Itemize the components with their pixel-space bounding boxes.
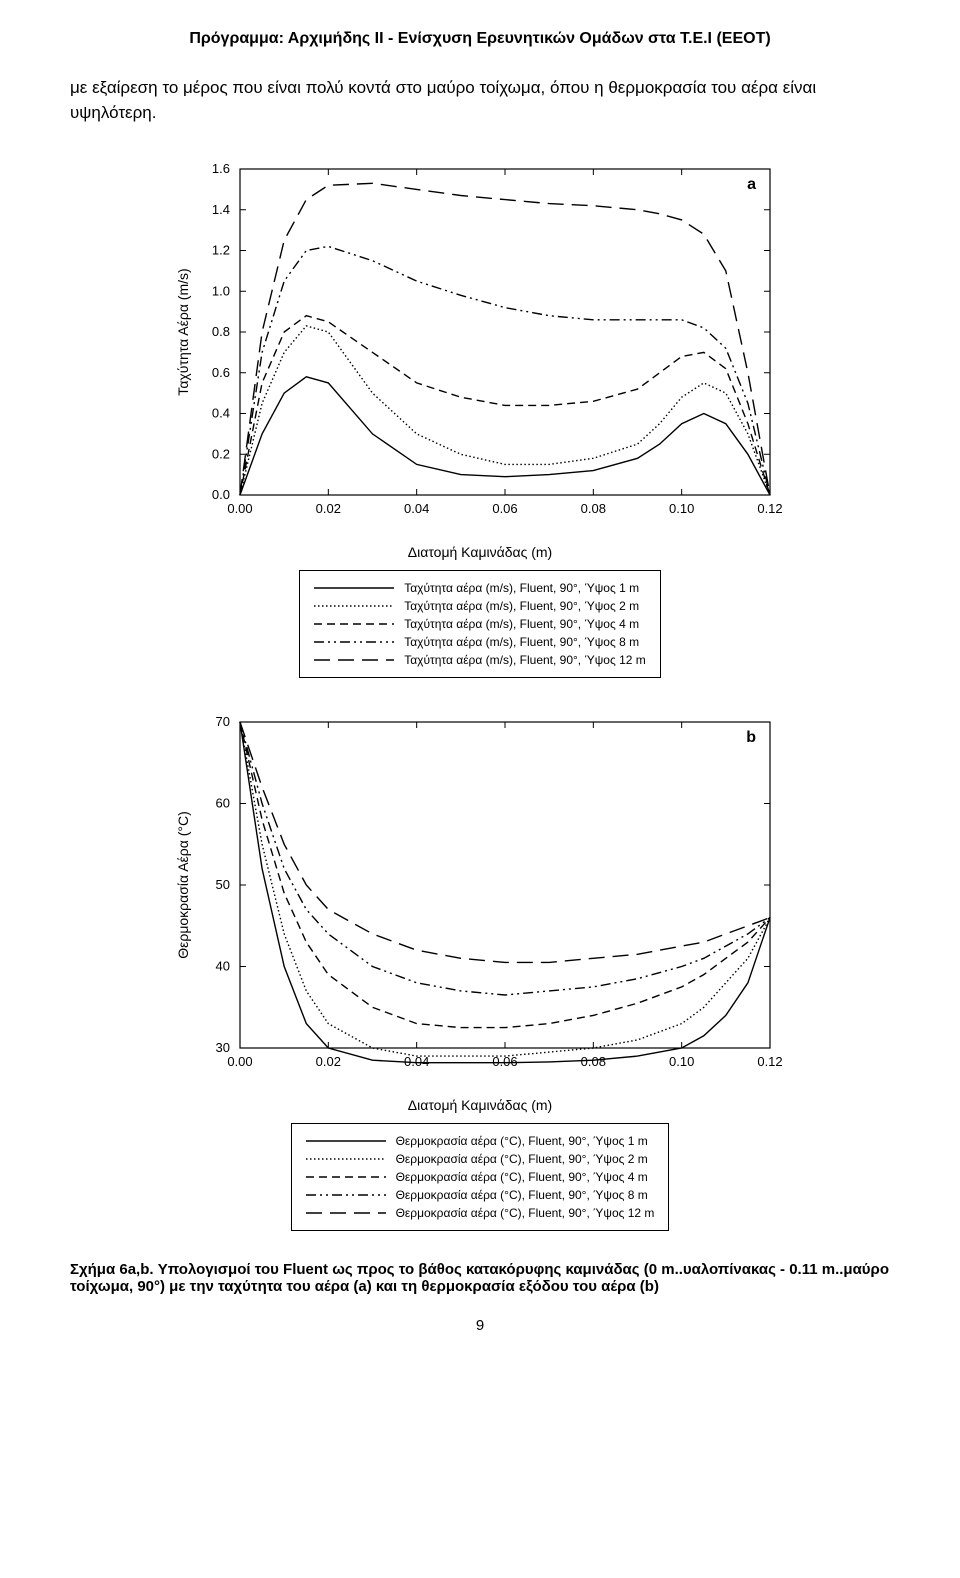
legend-label: Θερμοκρασία αέρα (°C), Fluent, 90°, Ύψος… [396,1170,648,1184]
svg-text:0.00: 0.00 [227,1054,252,1069]
svg-text:Ταχύτητα Αέρα (m/s): Ταχύτητα Αέρα (m/s) [175,269,191,396]
svg-text:b: b [746,729,756,746]
body-paragraph: με εξαίρεση το μέρος που είναι πολύ κοντ… [70,76,890,125]
svg-text:0.04: 0.04 [404,501,429,516]
legend-label: Θερμοκρασία αέρα (°C), Fluent, 90°, Ύψος… [396,1134,648,1148]
legend-row: Ταχύτητα αέρα (m/s), Fluent, 90°, Ύψος 4… [314,615,646,633]
svg-text:0.02: 0.02 [316,1054,341,1069]
legend-label: Θερμοκρασία αέρα (°C), Fluent, 90°, Ύψος… [396,1188,648,1202]
legend-label: Ταχύτητα αέρα (m/s), Fluent, 90°, Ύψος 1… [404,581,639,595]
page-root: Πρόγραμμα: Αρχιμήδης ΙΙ - Ενίσχυση Ερευν… [0,0,960,1374]
svg-text:0.12: 0.12 [757,1054,782,1069]
svg-text:1.0: 1.0 [212,284,230,299]
legend-row: Ταχύτητα αέρα (m/s), Fluent, 90°, Ύψος 2… [314,597,646,615]
chart-b-container: 0.000.020.040.060.080.100.123040506070Θε… [70,708,890,1231]
legend-label: Ταχύτητα αέρα (m/s), Fluent, 90°, Ύψος 2… [404,599,639,613]
chart-b-legend: Θερμοκρασία αέρα (°C), Fluent, 90°, Ύψος… [291,1123,670,1231]
program-header: Πρόγραμμα: Αρχιμήδης ΙΙ - Ενίσχυση Ερευν… [70,30,890,48]
chart-a-xlabel: Διατομή Καμινάδας (m) [408,544,552,560]
page-number: 9 [70,1317,890,1334]
svg-text:0.4: 0.4 [212,406,230,421]
svg-text:1.6: 1.6 [212,161,230,176]
svg-text:0.10: 0.10 [669,501,694,516]
legend-row: Θερμοκρασία αέρα (°C), Fluent, 90°, Ύψος… [306,1132,655,1150]
legend-row: Ταχύτητα αέρα (m/s), Fluent, 90°, Ύψος 1… [314,651,646,669]
legend-row: Θερμοκρασία αέρα (°C), Fluent, 90°, Ύψος… [306,1150,655,1168]
svg-text:1.4: 1.4 [212,202,230,217]
svg-text:Θερμοκρασία Αέρα (°C): Θερμοκρασία Αέρα (°C) [175,812,191,960]
svg-text:0.06: 0.06 [492,501,517,516]
svg-text:50: 50 [216,877,230,892]
chart-b-xlabel: Διατομή Καμινάδας (m) [408,1097,552,1113]
svg-text:0.02: 0.02 [316,501,341,516]
svg-text:60: 60 [216,796,230,811]
chart-a-legend: Ταχύτητα αέρα (m/s), Fluent, 90°, Ύψος 1… [299,570,661,678]
chart-b: 0.000.020.040.060.080.100.123040506070Θε… [170,708,790,1093]
legend-label: Ταχύτητα αέρα (m/s), Fluent, 90°, Ύψος 1… [404,653,646,667]
svg-text:30: 30 [216,1040,230,1055]
svg-text:0.8: 0.8 [212,324,230,339]
svg-text:0.10: 0.10 [669,1054,694,1069]
svg-text:0.6: 0.6 [212,365,230,380]
legend-label: Θερμοκρασία αέρα (°C), Fluent, 90°, Ύψος… [396,1206,655,1220]
figure-caption: Σχήμα 6a,b. Υπολογισμοί του Fluent ως πρ… [70,1261,890,1295]
svg-text:0.12: 0.12 [757,501,782,516]
legend-row: Ταχύτητα αέρα (m/s), Fluent, 90°, Ύψος 8… [314,633,646,651]
legend-label: Θερμοκρασία αέρα (°C), Fluent, 90°, Ύψος… [396,1152,648,1166]
legend-label: Ταχύτητα αέρα (m/s), Fluent, 90°, Ύψος 4… [404,617,639,631]
legend-row: Θερμοκρασία αέρα (°C), Fluent, 90°, Ύψος… [306,1168,655,1186]
svg-text:0.00: 0.00 [227,501,252,516]
legend-row: Ταχύτητα αέρα (m/s), Fluent, 90°, Ύψος 1… [314,579,646,597]
svg-text:0.08: 0.08 [581,501,606,516]
svg-text:0.0: 0.0 [212,487,230,502]
legend-row: Θερμοκρασία αέρα (°C), Fluent, 90°, Ύψος… [306,1186,655,1204]
legend-row: Θερμοκρασία αέρα (°C), Fluent, 90°, Ύψος… [306,1204,655,1222]
svg-text:70: 70 [216,714,230,729]
svg-text:0.2: 0.2 [212,447,230,462]
chart-a-container: 0.00 0.02 0.04 0.06 0.08 0.10 0.12 0.0 0.2 0.4 0.6… [70,155,890,678]
svg-text:40: 40 [216,959,230,974]
chart-a: 0.00 0.02 0.04 0.06 0.08 0.10 0.12 0.0 0.2 0.4 0.6… [170,155,790,540]
svg-text:1.2: 1.2 [212,243,230,258]
legend-label: Ταχύτητα αέρα (m/s), Fluent, 90°, Ύψος 8… [404,635,639,649]
svg-text:a: a [747,176,756,193]
svg-text:0.08: 0.08 [581,1054,606,1069]
